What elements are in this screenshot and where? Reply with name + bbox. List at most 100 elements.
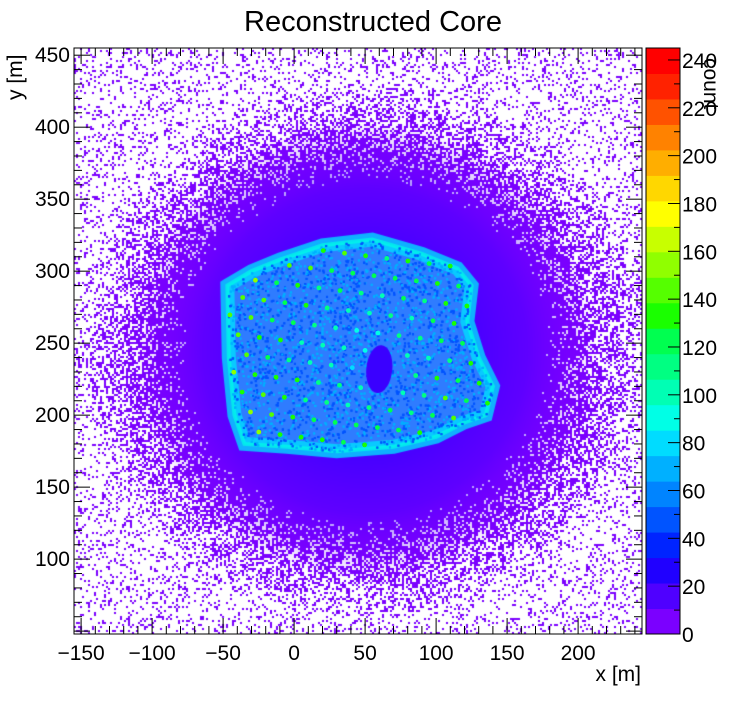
detector-station — [384, 256, 390, 261]
detector-station — [320, 342, 326, 348]
detector-station — [408, 410, 414, 416]
detector-station — [248, 409, 253, 415]
detector-station — [485, 400, 490, 406]
detector-station — [239, 389, 245, 395]
y-axis: 100 150 200 250 300 350 400 450 — [35, 44, 642, 632]
detector-station — [337, 382, 342, 388]
color-scale-tick-label: 100 — [682, 385, 717, 408]
color-scale-swatch — [646, 379, 680, 406]
heatmap-layer — [74, 48, 642, 634]
detector-station — [299, 340, 305, 345]
color-scale-swatch — [646, 98, 680, 125]
x-tick-label: 150 — [490, 642, 525, 665]
color-scale-tick-label: 60 — [682, 480, 705, 503]
detector-station — [409, 315, 415, 321]
color-scale-swatch — [646, 608, 680, 635]
color-axis-label: count — [699, 58, 722, 110]
color-scale-tick-label: 80 — [682, 433, 705, 456]
detector-station — [244, 352, 250, 358]
color-scale-swatch — [646, 328, 680, 355]
color-scale-tick-label: 160 — [682, 241, 717, 264]
detector-station — [257, 335, 262, 340]
detector-station — [290, 320, 296, 326]
color-scale-tick-label: 180 — [682, 193, 717, 216]
detector-station — [240, 295, 246, 300]
x-tick-label: 200 — [561, 642, 596, 665]
detector-station — [400, 390, 406, 396]
color-scale-tick-label: 20 — [682, 576, 705, 599]
detector-station — [320, 248, 326, 254]
color-scale-swatch — [646, 48, 680, 74]
detector-station — [375, 330, 381, 336]
detector-station — [438, 338, 444, 344]
color-scale-swatch — [646, 532, 680, 559]
detector-station — [324, 305, 330, 311]
color-scale-swatch — [646, 455, 680, 482]
detector-station — [401, 295, 406, 301]
color-scale-swatch — [646, 124, 680, 151]
y-tick-label: 300 — [35, 260, 70, 283]
x-tick-label: −150 — [57, 642, 104, 665]
detector-station — [312, 322, 317, 328]
detector-station — [252, 372, 258, 378]
x-axis-label: x [m] — [595, 663, 642, 686]
detector-station — [442, 395, 448, 401]
color-scale-tick-label: 40 — [682, 528, 705, 551]
color-scale-bar — [645, 47, 681, 635]
y-tick-label: 450 — [35, 44, 70, 67]
detector-station — [346, 308, 351, 313]
detector-station — [345, 402, 351, 408]
detector-station — [274, 280, 279, 286]
detector-station — [342, 250, 347, 256]
detector-station — [354, 328, 360, 333]
detector-station — [316, 285, 322, 291]
detector-station — [303, 302, 309, 308]
detector-station — [392, 275, 398, 281]
y-tick-label: 150 — [35, 476, 70, 499]
color-scale-tick-label: 0 — [682, 624, 694, 647]
detector-station — [366, 405, 372, 410]
detector-station — [421, 393, 427, 398]
color-scale-tick-label: 120 — [682, 337, 717, 360]
x-tick-label: 0 — [288, 642, 300, 665]
detector-station — [422, 298, 427, 304]
detector-station — [434, 375, 440, 381]
y-tick-label: 250 — [35, 332, 70, 355]
color-scale-tick-label: 220 — [682, 98, 717, 121]
detector-station — [430, 318, 436, 324]
detector-station — [375, 425, 380, 430]
detector-station — [358, 385, 364, 391]
detector-station — [287, 263, 292, 268]
detector-station — [464, 398, 469, 403]
detector-station — [295, 282, 301, 288]
y-tick-label: 400 — [35, 116, 70, 139]
color-scale-swatch — [646, 353, 680, 380]
detector-station — [303, 397, 308, 403]
detector-station — [269, 317, 275, 323]
detector-station — [324, 400, 330, 405]
detector-station — [367, 310, 372, 316]
detector-station — [277, 432, 283, 437]
detector-station — [362, 442, 367, 448]
plot-frame — [73, 47, 643, 635]
detector-station — [341, 439, 346, 445]
detector-station — [451, 321, 457, 326]
detector-station — [290, 414, 296, 420]
detector-station — [294, 377, 300, 383]
y-tick-label: 350 — [35, 188, 70, 211]
detector-station — [256, 429, 262, 435]
detector-station — [349, 365, 355, 371]
color-scale-swatch — [646, 251, 680, 278]
detector-station — [455, 378, 461, 383]
detector-station — [362, 348, 368, 353]
detector-station — [447, 263, 453, 269]
detector-station — [333, 325, 338, 331]
color-scale-swatch — [646, 430, 680, 457]
detector-station — [273, 374, 279, 380]
detector-station — [265, 355, 271, 360]
detector-station — [308, 265, 313, 271]
detector-station — [405, 353, 410, 358]
detector-station — [435, 281, 440, 286]
